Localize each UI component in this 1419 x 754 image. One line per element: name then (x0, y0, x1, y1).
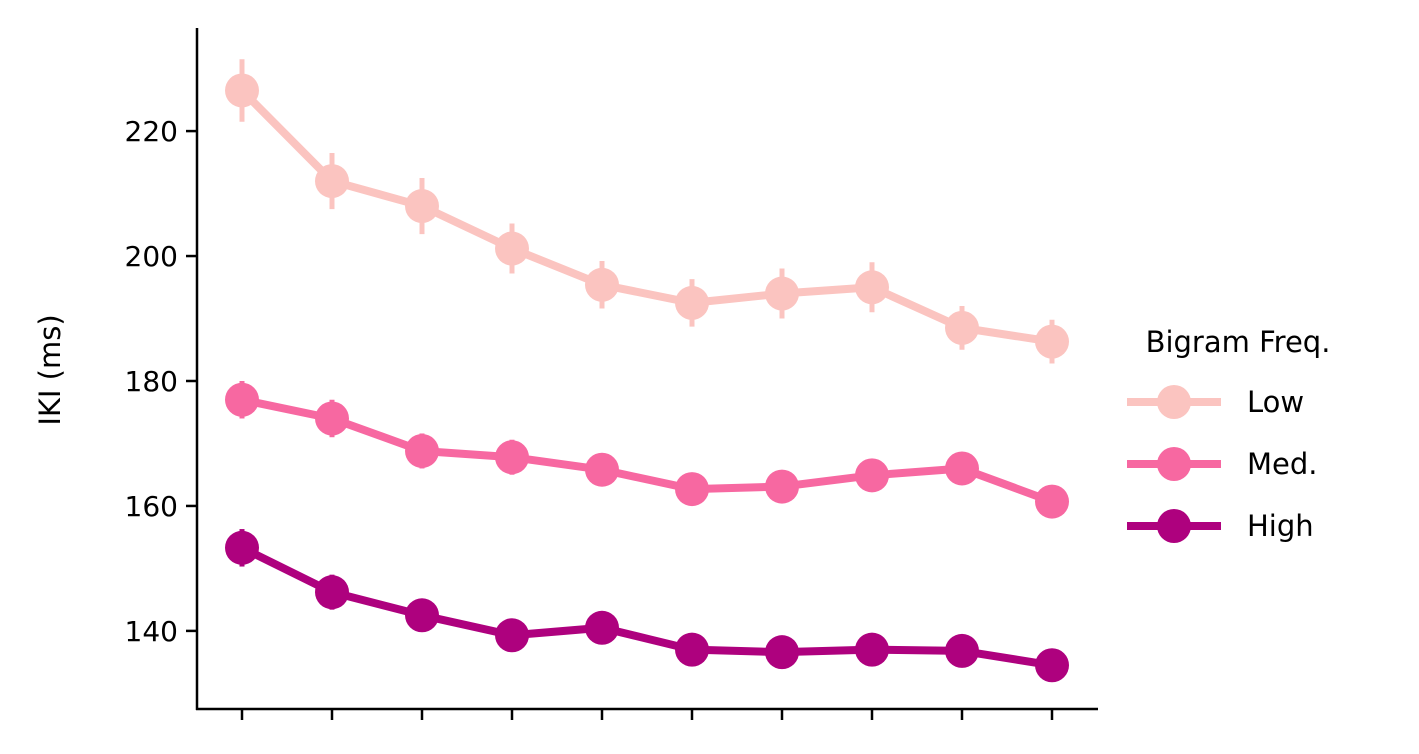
data-point (855, 632, 889, 667)
y-tick-label: 200 (125, 240, 178, 273)
y-ticks: 140 160 180 200 220 (125, 115, 197, 648)
legend-marker (1157, 447, 1191, 481)
series-line (239, 87, 1053, 346)
y-tick-label: 180 (125, 365, 178, 398)
legend-item: High (1127, 509, 1314, 543)
data-point (1035, 648, 1069, 683)
series-layer (225, 59, 1069, 683)
legend-item: Low (1127, 385, 1304, 419)
data-point (225, 73, 259, 108)
data-point (315, 401, 349, 436)
y-tick-label: 160 (125, 490, 178, 523)
data-point (765, 635, 799, 670)
data-point (1035, 324, 1069, 359)
legend-label: High (1247, 509, 1314, 543)
data-point (945, 451, 979, 486)
series-line (241, 395, 1054, 506)
data-point (495, 618, 529, 653)
data-point (585, 610, 619, 645)
data-point (765, 276, 799, 311)
data-point (315, 164, 349, 199)
data-point (495, 440, 529, 475)
legend-title: Bigram Freq. (1146, 325, 1331, 359)
data-point (405, 433, 439, 468)
data-point (495, 231, 529, 266)
data-point (585, 452, 619, 487)
y-tick-label: 220 (125, 115, 178, 148)
legend: Bigram Freq. Low Med. High (1127, 325, 1330, 543)
data-point (405, 189, 439, 224)
data-point (945, 633, 979, 668)
data-point (225, 382, 259, 417)
data-point (675, 632, 709, 667)
legend-marker (1157, 509, 1191, 543)
series-high (225, 529, 1069, 683)
data-point (225, 530, 259, 565)
legend-label: Low (1247, 385, 1304, 419)
series-line (240, 544, 1053, 670)
data-point (765, 469, 799, 504)
data-point (855, 458, 889, 493)
y-axis-label: IKI (ms) (33, 314, 67, 425)
legend-label: Med. (1247, 447, 1318, 481)
series-med (225, 380, 1069, 519)
y-tick-label: 140 (125, 615, 178, 648)
data-point (675, 472, 709, 507)
data-point (405, 598, 439, 633)
data-point (585, 267, 619, 302)
series-low (225, 59, 1069, 364)
data-point (945, 310, 979, 345)
legend-marker (1157, 385, 1191, 419)
data-point (315, 575, 349, 610)
data-point (1035, 484, 1069, 519)
legend-items: Low Med. High (1127, 385, 1318, 543)
data-point (675, 285, 709, 320)
data-point (855, 270, 889, 305)
legend-item: Med. (1127, 447, 1318, 481)
x-ticks (240, 709, 1054, 720)
